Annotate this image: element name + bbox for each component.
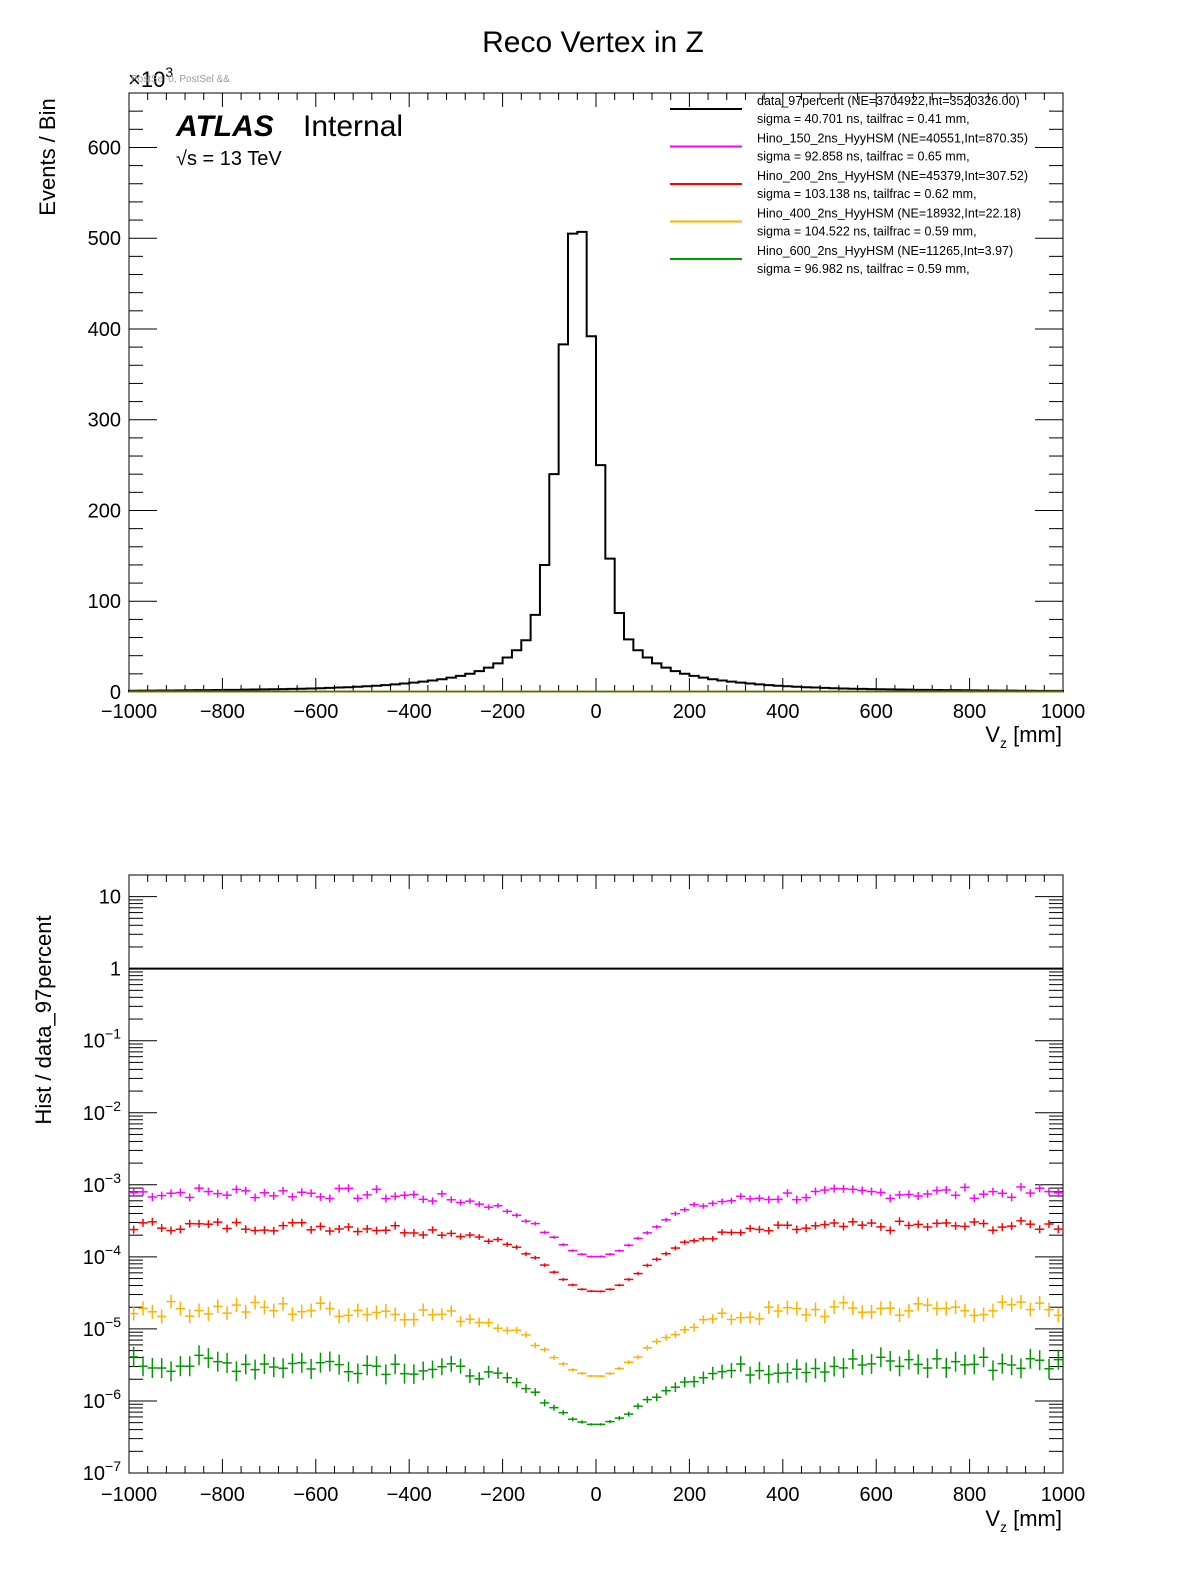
bottom-x-tick-label: −200 [480, 1484, 525, 1506]
legend-entry-name: Hino_150_2ns_HyyHSM (NE=40551,Int=870.35… [757, 132, 1028, 146]
bottom-y-tick-label: 10−6 [83, 1386, 121, 1413]
bottom-x-tick-label: 600 [860, 1484, 893, 1506]
top-x-tick-label: −1000 [101, 701, 157, 723]
top-x-tick-labels: −1000 −800 −600 −400 −200 0 200 400 600 800 1000 [101, 701, 1085, 723]
bottom-y-tick-label: 10−7 [83, 1458, 121, 1485]
top-x-tick-label: 200 [673, 701, 706, 723]
legend-entry-name: Hino_400_2ns_HyyHSM (NE=18932,Int=22.18) [757, 207, 1021, 221]
bottom-x-tick-labels: −1000 −800 −600 −400 −200 0 200 400 600 800 1000 [101, 1484, 1085, 1506]
bottom-x-tick-label: 200 [673, 1484, 706, 1506]
bottom-y-tick-label: 10−4 [83, 1242, 121, 1269]
top-y-tick-label: 100 [88, 591, 121, 613]
legend-entry-name: Hino_200_2ns_HyyHSM (NE=45379,Int=307.52… [757, 169, 1028, 183]
top-y-axis-label: Events / Bin [35, 98, 60, 215]
y-multiplier: ×103 [128, 64, 173, 92]
top-x-tick-label: 600 [860, 701, 893, 723]
top-y-tick-label: 300 [88, 410, 121, 432]
top-x-tick-label: −200 [480, 701, 525, 723]
top-x-tick-label: 400 [766, 701, 799, 723]
top-x-tick-label: 0 [590, 701, 601, 723]
top-y-tick-label: 200 [88, 500, 121, 522]
ratio-series [129, 1182, 1063, 1426]
top-panel: 0 100 200 300 400 500 600 −1000 −800 −600 −400 −20… [35, 64, 1085, 751]
top-y-tick-label: 400 [88, 319, 121, 341]
top-y-tick-label: 500 [88, 228, 121, 250]
bottom-x-tick-label: −800 [200, 1484, 245, 1506]
legend-entry-stats: sigma = 40.701 ns, tailfrac = 0.41 mm, [757, 112, 970, 126]
bottom-x-tick-label: −600 [293, 1484, 338, 1506]
bottom-axis-ticks [128, 875, 1064, 1474]
top-y-tick-label: 0 [110, 682, 121, 704]
bottom-panel: 10 1 10−1 10−2 10−3 10−4 10−5 10−6 10−7 −1000 −80… [31, 874, 1085, 1535]
top-y-tick-label: 600 [88, 137, 121, 159]
bottom-plot-frame [128, 874, 1064, 1474]
ratio-series-group [129, 1294, 1063, 1378]
legend-entry-stats: sigma = 92.858 ns, tailfrac = 0.65 mm, [757, 150, 970, 164]
bottom-x-tick-label: −400 [387, 1484, 432, 1506]
bottom-x-tick-label: −1000 [101, 1484, 157, 1506]
legend-entry-stats: sigma = 104.522 ns, tailfrac = 0.59 mm, [757, 225, 977, 239]
bottom-y-tick-label: 10 [99, 887, 121, 909]
ratio-series-group [129, 1345, 1063, 1426]
legend-entry-name: Hino_600_2ns_HyyHSM (NE=11265,Int=3.97) [757, 244, 1013, 258]
bottom-y-tick-label: 10−1 [83, 1026, 121, 1053]
bottom-x-tick-label: 1000 [1041, 1484, 1086, 1506]
bottom-x-tick-label: 400 [766, 1484, 799, 1506]
top-x-axis-label: Vz [mm] [985, 722, 1062, 751]
top-y-tick-labels: 0 100 200 300 400 500 600 [88, 137, 121, 704]
ratio-series-group [129, 1216, 1063, 1293]
legend: data_97percent (NE=3704922,Int=3520326.0… [670, 94, 1028, 276]
top-x-tick-label: 1000 [1041, 701, 1086, 723]
energy-label: √s = 13 TeV [176, 148, 282, 170]
legend-entry-stats: sigma = 103.138 ns, tailfrac = 0.62 mm, [757, 187, 977, 201]
bottom-y-tick-label: 1 [110, 959, 121, 981]
bottom-y-tick-label: 10−2 [83, 1098, 121, 1125]
bottom-x-tick-label: 800 [953, 1484, 986, 1506]
legend-entry-name: data_97percent (NE=3704922,Int=3520326.0… [757, 94, 1020, 108]
ratio-series-group [129, 1182, 1063, 1258]
top-x-tick-label: −800 [200, 701, 245, 723]
top-x-tick-label: −600 [293, 701, 338, 723]
bottom-y-tick-label: 10−5 [83, 1314, 121, 1341]
top-x-tick-label: 800 [953, 701, 986, 723]
bottom-y-axis-label: Hist / data_97percent [31, 915, 56, 1124]
legend-entry-stats: sigma = 96.982 ns, tailfrac = 0.59 mm, [757, 262, 970, 276]
top-x-tick-label: −400 [387, 701, 432, 723]
chart-title: Reco Vertex in Z [482, 26, 704, 59]
bottom-x-axis-label: Vz [mm] [985, 1506, 1062, 1535]
bottom-y-tick-labels: 10 1 10−1 10−2 10−3 10−4 10−5 10−6 10−7 [83, 887, 121, 1485]
cut-label: PostSel 0, PostSel && [131, 74, 230, 85]
bottom-y-tick-label: 10−3 [83, 1170, 121, 1197]
top-histograms [128, 230, 1064, 693]
atlas-sublabel: Internal [303, 110, 403, 143]
bottom-x-tick-label: 0 [590, 1484, 601, 1506]
top-axis-ticks [128, 92, 1064, 693]
atlas-label: ATLAS [175, 110, 274, 143]
data-histogram-line [128, 230, 1064, 692]
